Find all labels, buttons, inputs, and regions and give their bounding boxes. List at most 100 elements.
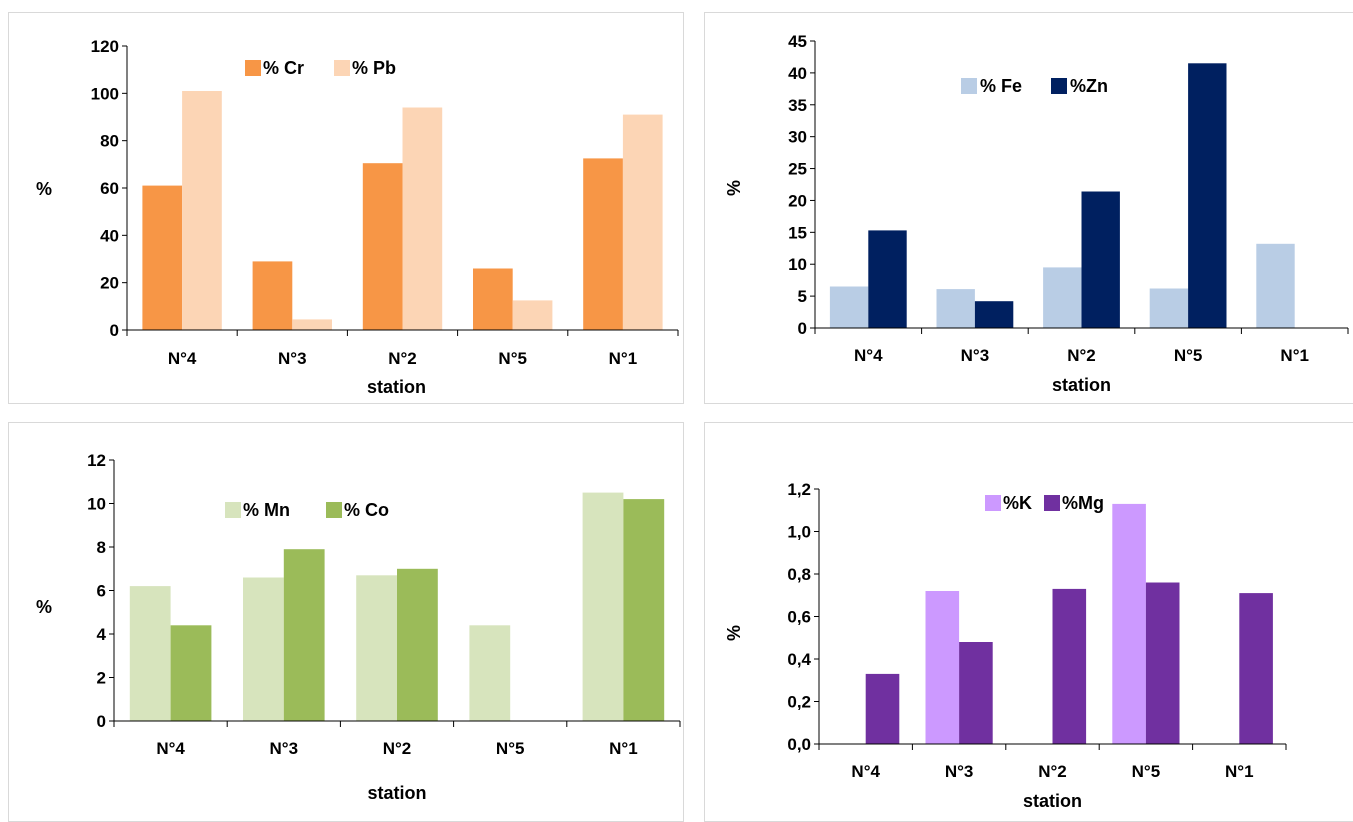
chart2-y-tick-label-2: 5 [798,287,807,306]
chart2-y-tick-label-3: 10 [788,255,807,274]
chart-panel-fe-zn [704,12,1353,404]
chart2-x-tick-label-3: N°2 [1067,346,1096,365]
chart2-y-tick-label-9: 40 [788,64,807,83]
chart1-x-tick-label-2: N°3 [278,349,307,368]
chart1-y-tick-label-6: 100 [91,84,119,103]
chart2-bar-1-4 [1149,288,1189,328]
chart2-y-tick-label-6: 25 [788,160,807,179]
chart3-bar-1-3 [356,575,397,721]
chart3-bar-1-5 [582,492,624,721]
chart2-legend-label-1: % Fe [980,76,1022,96]
chart4-y-tick-label-1: 0,0 [787,735,811,754]
chart4-x-tick-label-3: N°2 [1038,762,1067,781]
chart1-bar-1-1 [142,185,183,330]
chart4-y-tick-label-2: 0,2 [787,693,811,712]
chart-panel-mn-co [8,422,684,822]
chart3-bar-1-4 [469,625,511,721]
chart1-y-tick-label-7: 120 [91,37,119,56]
chart3-bar-1-1 [129,586,171,721]
chart4-bar-1-2 [925,591,960,744]
chart3-legend-label-1: % Mn [243,500,290,520]
chart1-bar-2-2 [292,319,332,330]
chart4-bar-1-4 [1112,503,1146,744]
chart4-x-axis-title: station [1023,791,1082,811]
chart2-bar-1-5 [1256,243,1295,328]
chart4-bar-2-2 [959,642,993,744]
chart1-y-tick-label-5: 80 [100,132,119,151]
chart1-bar-2-5 [622,114,663,330]
chart4-x-tick-label-2: N°3 [945,762,974,781]
chart4-y-tick-label-3: 0,4 [787,650,811,669]
chart1-legend-swatch-1 [245,60,261,76]
chart4-legend-swatch-1 [985,495,1001,511]
chart3-bar-2-2 [283,549,325,721]
chart4-bar-2-4 [1145,582,1180,744]
chart2-y-tick-label-4: 15 [788,223,807,242]
chart3-bar-2-1 [170,625,212,721]
chart2-x-tick-label-5: N°1 [1280,346,1309,365]
chart-panel-cr-pb [8,12,684,404]
chart3-legend-swatch-1 [225,502,241,518]
chart1-x-tick-label-3: N°2 [388,349,417,368]
chart4-legend-label-1: %K [1003,493,1032,513]
chart4-x-tick-label-1: N°4 [851,762,880,781]
chart1-y-tick-label-3: 40 [100,226,119,245]
chart2-x-axis-title: station [1052,375,1111,395]
chart3-y-tick-label-5: 8 [97,538,106,557]
chart2-bar-1-1 [829,286,869,328]
chart2-y-tick-label-1: 0 [798,319,807,338]
chart4-y-tick-label-4: 0,6 [787,608,811,627]
chart4-bar-2-3 [1052,588,1087,744]
chart3-x-tick-label-3: N°2 [383,739,412,758]
chart3-legend-label-2: % Co [344,500,389,520]
chart4-bar-2-1 [865,673,900,744]
chart3-x-tick-label-4: N°5 [496,739,525,758]
chart2-x-tick-label-4: N°5 [1174,346,1203,365]
chart2-y-tick-label-7: 30 [788,128,807,147]
chart1-bar-2-1 [182,91,222,330]
chart2-y-tick-label-10: 45 [788,32,807,51]
chart1-y-tick-label-4: 60 [100,179,119,198]
chart1-y-tick-label-2: 20 [100,274,119,293]
chart4-legend-label-2: %Mg [1062,493,1104,513]
chart2-bar-2-1 [868,230,907,328]
chart4-bar-2-5 [1239,593,1273,744]
chart1-x-tick-label-5: N°1 [609,349,638,368]
chart3-legend-swatch-2 [326,502,342,518]
chart1-legend-label-1: % Cr [263,58,304,78]
chart4-legend-swatch-2 [1044,495,1060,511]
chart1-bar-1-4 [473,268,513,330]
chart2-y-axis-title: % [724,180,744,196]
chart2-bar-2-3 [1081,191,1120,328]
chart3-x-tick-label-2: N°3 [270,739,299,758]
chart2-y-tick-label-8: 35 [788,96,807,115]
chart3-x-axis-title: station [367,783,426,803]
chart4-y-axis-title: % [724,625,744,641]
chart1-bar-1-2 [252,261,293,330]
chart1-y-tick-label-1: 0 [110,321,119,340]
chart1-x-tick-label-4: N°5 [498,349,527,368]
chart1-x-axis-title: station [367,377,426,397]
chart2-x-tick-label-2: N°3 [961,346,990,365]
chart1-bar-2-4 [512,300,553,330]
chart2-bar-2-4 [1188,63,1227,329]
chart3-bar-2-3 [397,568,438,722]
chart4-y-tick-label-5: 0,8 [787,565,811,584]
chart4-y-tick-label-7: 1,2 [787,480,811,499]
chart3-x-tick-label-5: N°1 [609,739,638,758]
chart3-y-tick-label-7: 12 [87,451,106,470]
chart3-y-tick-label-6: 10 [87,495,106,514]
chart2-legend-label-2: %Zn [1070,76,1108,96]
chart2-legend-swatch-1 [961,78,977,94]
chart3-bar-2-5 [623,499,665,721]
chart3-y-tick-label-3: 4 [97,625,107,644]
chart2-bar-2-2 [974,301,1014,328]
chart4-x-tick-label-4: N°5 [1132,762,1161,781]
chart2-bar-1-3 [1043,267,1082,328]
chart1-legend-swatch-2 [334,60,350,76]
chart1-legend-label-2: % Pb [352,58,396,78]
chart1-bar-1-3 [362,163,403,330]
chart3-y-tick-label-4: 6 [97,582,106,601]
chart2-bar-1-2 [936,289,975,328]
chart1-y-axis-title: % [36,179,52,199]
